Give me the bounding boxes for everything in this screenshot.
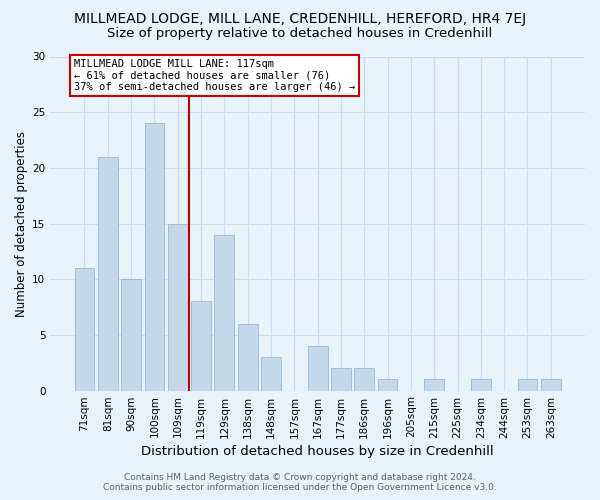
Bar [355,368,374,390]
Bar [98,156,118,390]
Bar [308,346,328,391]
Bar [214,234,234,390]
Bar [541,380,560,390]
Bar [238,324,257,390]
Y-axis label: Number of detached properties: Number of detached properties [15,130,28,316]
Text: Contains HM Land Registry data © Crown copyright and database right 2024.
Contai: Contains HM Land Registry data © Crown c… [103,473,497,492]
X-axis label: Distribution of detached houses by size in Credenhill: Distribution of detached houses by size … [142,444,494,458]
Bar [145,124,164,390]
Bar [471,380,491,390]
Text: MILLMEAD LODGE MILL LANE: 117sqm
← 61% of detached houses are smaller (76)
37% o: MILLMEAD LODGE MILL LANE: 117sqm ← 61% o… [74,58,355,92]
Bar [121,279,141,390]
Text: Size of property relative to detached houses in Credenhill: Size of property relative to detached ho… [107,28,493,40]
Bar [377,380,397,390]
Bar [168,224,188,390]
Bar [74,268,94,390]
Bar [331,368,351,390]
Text: MILLMEAD LODGE, MILL LANE, CREDENHILL, HEREFORD, HR4 7EJ: MILLMEAD LODGE, MILL LANE, CREDENHILL, H… [74,12,526,26]
Bar [424,380,444,390]
Bar [261,357,281,390]
Bar [518,380,538,390]
Bar [191,302,211,390]
